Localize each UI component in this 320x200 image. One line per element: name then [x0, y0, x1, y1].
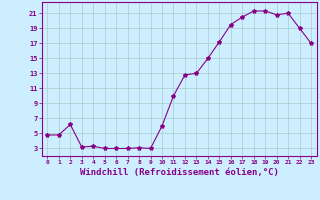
X-axis label: Windchill (Refroidissement éolien,°C): Windchill (Refroidissement éolien,°C) — [80, 168, 279, 177]
